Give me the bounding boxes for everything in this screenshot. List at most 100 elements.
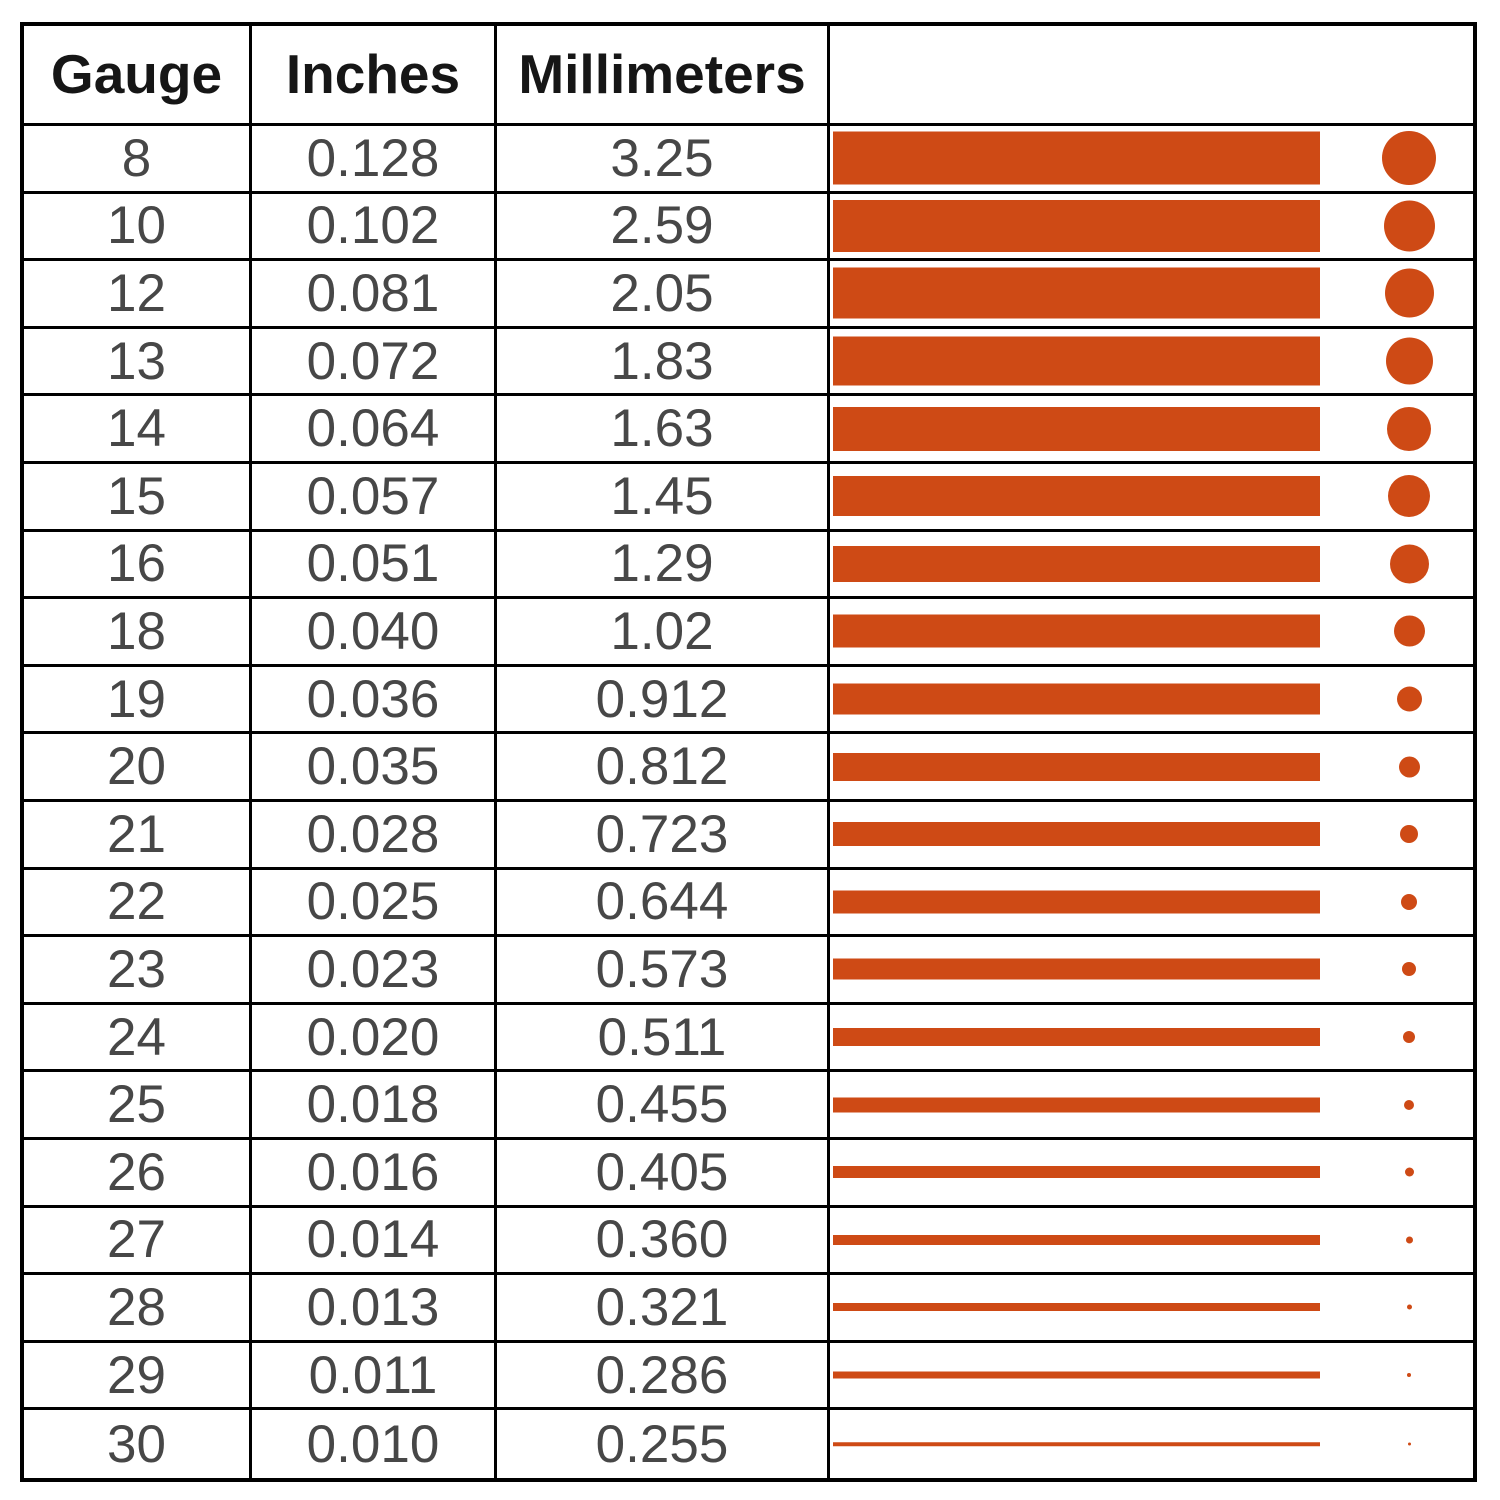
gauge-cell: 18 <box>24 599 252 667</box>
column-header-visual <box>830 26 1473 126</box>
inches-cell: 0.128 <box>252 126 497 194</box>
mm-cell: 0.255 <box>497 1410 830 1478</box>
gauge-cell: 25 <box>24 1072 252 1140</box>
inches-cell: 0.072 <box>252 328 497 397</box>
visual-cell <box>830 667 1473 735</box>
wire-cross-section-dot <box>1405 1236 1413 1244</box>
column-header-gauge: Gauge <box>24 26 252 126</box>
gauge-cell: 27 <box>24 1207 252 1276</box>
visual-cell <box>830 329 1473 397</box>
wire-thickness-bar <box>833 545 1320 582</box>
wire-cross-section-dot <box>1407 1373 1411 1378</box>
wire-thickness-bar <box>833 131 1320 185</box>
inches-cell: 0.010 <box>252 1410 497 1478</box>
mm-cell: 1.29 <box>497 531 830 600</box>
gauge-cell: 8 <box>24 126 252 194</box>
inches-cell: 0.102 <box>252 193 497 262</box>
gauge-cell: 19 <box>24 666 252 735</box>
visual-cell <box>830 396 1473 464</box>
mm-cell: 1.63 <box>497 396 830 464</box>
wire-thickness-bar <box>833 267 1320 319</box>
wire-cross-section-dot <box>1401 893 1417 910</box>
gauge-cell: 21 <box>24 801 252 870</box>
mm-cell: 0.405 <box>497 1139 830 1208</box>
visual-cell <box>830 126 1473 194</box>
visual-cell <box>830 599 1473 667</box>
inches-cell: 0.081 <box>252 261 497 329</box>
gauge-cell: 26 <box>24 1139 252 1208</box>
wire-thickness-bar <box>833 1371 1320 1379</box>
visual-cell <box>830 870 1473 938</box>
wire-cross-section-dot <box>1387 406 1431 451</box>
wire-cross-section-dot <box>1404 1167 1414 1177</box>
wire-cross-section-dot <box>1393 615 1425 647</box>
mm-cell: 0.455 <box>497 1072 830 1140</box>
wire-cross-section-dot <box>1388 475 1430 518</box>
gauge-cell: 10 <box>24 193 252 262</box>
column-header-millimeters: Millimeters <box>497 26 830 126</box>
column-header-inches: Inches <box>252 26 497 126</box>
wire-thickness-bar <box>833 890 1320 914</box>
inches-cell: 0.057 <box>252 463 497 532</box>
inches-cell: 0.035 <box>252 734 497 802</box>
wire-cross-section-dot <box>1404 1099 1414 1110</box>
gauge-cell: 28 <box>24 1275 252 1343</box>
inches-cell: 0.051 <box>252 531 497 600</box>
wire-cross-section-dot <box>1385 337 1433 385</box>
gauge-cell: 22 <box>24 869 252 938</box>
wire-thickness-bar <box>833 1097 1320 1113</box>
wire-thickness-bar <box>833 1442 1320 1446</box>
wire-cross-section-dot <box>1384 268 1434 318</box>
wire-thickness-bar <box>833 683 1320 715</box>
visual-cell <box>830 194 1473 262</box>
gauge-cell: 24 <box>24 1004 252 1073</box>
mm-cell: 0.360 <box>497 1207 830 1276</box>
wire-cross-section-dot <box>1382 131 1436 186</box>
wire-thickness-bar <box>833 822 1320 847</box>
wire-thickness-bar <box>833 1028 1320 1047</box>
visual-cell <box>830 937 1473 1005</box>
mm-cell: 0.286 <box>497 1342 830 1411</box>
gauge-cell: 23 <box>24 937 252 1005</box>
visual-cell <box>830 1208 1473 1276</box>
mm-cell: 3.25 <box>497 126 830 194</box>
visual-cell <box>830 261 1473 329</box>
visual-cell <box>830 464 1473 532</box>
mm-cell: 1.83 <box>497 328 830 397</box>
wire-thickness-bar <box>833 406 1320 451</box>
wire-thickness-bar <box>833 1303 1320 1312</box>
inches-cell: 0.036 <box>252 666 497 735</box>
inches-cell: 0.014 <box>252 1207 497 1276</box>
visual-cell <box>830 1140 1473 1208</box>
mm-cell: 0.511 <box>497 1004 830 1073</box>
gauge-cell: 15 <box>24 463 252 532</box>
visual-cell <box>830 1275 1473 1343</box>
gauge-table: Gauge Inches Millimeters 8 0.128 3.25 10… <box>20 22 1477 1482</box>
wire-cross-section-dot <box>1406 1304 1412 1310</box>
visual-cell <box>830 532 1473 600</box>
mm-cell: 2.05 <box>497 261 830 329</box>
wire-cross-section-dot <box>1389 544 1429 584</box>
wire-thickness-bar <box>833 752 1320 781</box>
inches-cell: 0.064 <box>252 396 497 464</box>
wire-cross-section-dot <box>1400 825 1418 844</box>
inches-cell: 0.040 <box>252 599 497 667</box>
wire-thickness-bar <box>833 1234 1320 1245</box>
mm-cell: 0.723 <box>497 801 830 870</box>
mm-cell: 0.812 <box>497 734 830 802</box>
wire-thickness-bar <box>833 614 1320 648</box>
visual-cell <box>830 1410 1473 1478</box>
wire-cross-section-dot <box>1398 756 1420 778</box>
inches-cell: 0.018 <box>252 1072 497 1140</box>
wire-thickness-bar <box>833 336 1320 386</box>
inches-cell: 0.011 <box>252 1342 497 1411</box>
wire-thickness-bar <box>833 958 1320 980</box>
mm-cell: 0.644 <box>497 869 830 938</box>
mm-cell: 1.02 <box>497 599 830 667</box>
wire-thickness-bar <box>833 476 1320 517</box>
visual-cell <box>830 1343 1473 1411</box>
wire-cross-section-dot <box>1402 962 1416 977</box>
mm-cell: 1.45 <box>497 463 830 532</box>
mm-cell: 2.59 <box>497 193 830 262</box>
